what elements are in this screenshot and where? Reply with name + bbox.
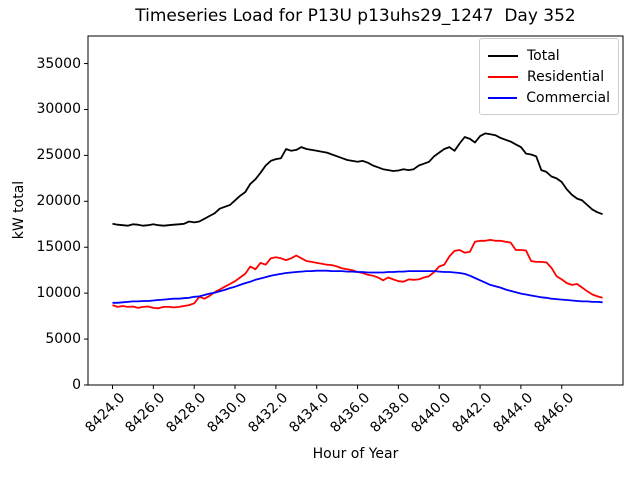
x-axis-label: Hour of Year bbox=[312, 446, 399, 462]
residential-line-sample bbox=[488, 75, 518, 78]
y-axis-label: kW total bbox=[11, 180, 27, 240]
legend-label-commercial: Commercial bbox=[526, 89, 610, 106]
y-tick-label: 25000 bbox=[36, 147, 81, 164]
y-tick-label: 20000 bbox=[36, 193, 81, 210]
commercial-line-sample bbox=[488, 96, 518, 99]
legend-label-residential: Residential bbox=[527, 68, 605, 85]
total-line-sample bbox=[488, 54, 518, 57]
y-tick-label: 35000 bbox=[36, 55, 81, 72]
legend-item-total: Total bbox=[488, 45, 610, 66]
chart-title: Timeseries Load for P13U p13uhs29_1247 D… bbox=[135, 6, 576, 26]
y-tick-label: 5000 bbox=[45, 331, 81, 348]
legend-item-residential: Residential bbox=[488, 66, 610, 87]
legend-item-commercial: Commercial bbox=[488, 87, 610, 108]
legend-label-total: Total bbox=[527, 47, 560, 64]
y-tick-label: 10000 bbox=[36, 285, 81, 302]
y-tick-label: 15000 bbox=[36, 239, 81, 256]
y-tick-label: 0 bbox=[72, 377, 81, 393]
y-tick-label: 30000 bbox=[36, 101, 81, 118]
legend: Total Residential Commercial bbox=[479, 38, 619, 115]
